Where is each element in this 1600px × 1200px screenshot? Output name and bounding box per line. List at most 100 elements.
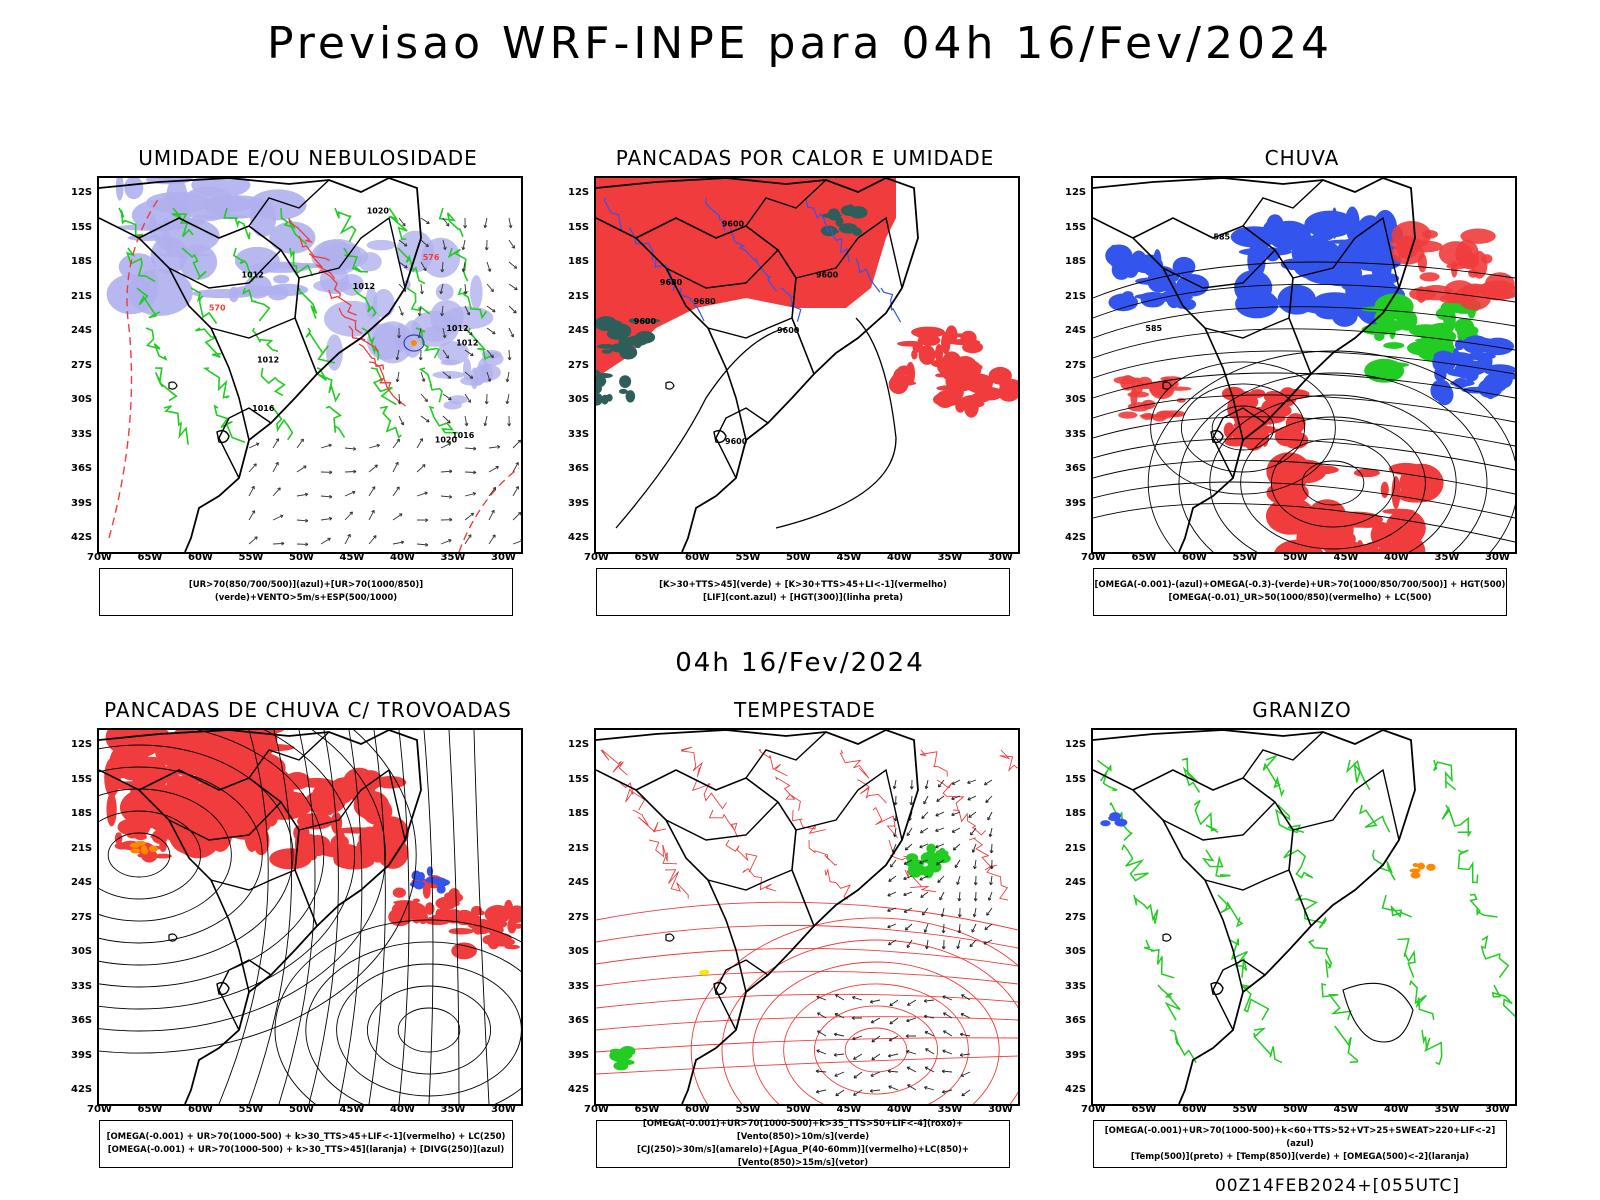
contour-label: 585: [1213, 233, 1230, 242]
latitude-label: 12S: [1065, 739, 1087, 750]
latitude-label: 36S: [1065, 1015, 1087, 1026]
latitude-label: 42S: [568, 1084, 590, 1095]
latitude-label: 39S: [1065, 1049, 1087, 1061]
longitude-label: 40W: [1384, 1104, 1409, 1115]
longitude-label: 35W: [1434, 552, 1460, 563]
contour-label: 1012: [446, 324, 468, 333]
latitude-label: 27S: [568, 359, 590, 371]
main-title: Previsao WRF-INPE para 04h 16/Fev/2024: [267, 18, 1333, 69]
panel-chuva: CHUVA 585 585 12S 15S 18S 21S 24S 27S 30S 33S 36S 39…: [1051, 146, 1523, 618]
latitude-label: 15S: [71, 773, 93, 785]
longitude-label: 65W: [137, 552, 163, 563]
panel-title: PANCADAS DE CHUVA C/ TROVOADAS: [104, 698, 512, 722]
contour-label: 9600: [725, 437, 748, 446]
map-graphic-pancadas_trovoadas: [99, 730, 521, 1104]
latitude-label: 39S: [71, 497, 93, 509]
panel-title: PANCADAS POR CALOR E UMIDADE: [615, 146, 995, 170]
contour-label: 1020: [435, 435, 458, 444]
longitude-label: 55W: [238, 552, 264, 563]
longitude-label: 30W: [988, 1104, 1013, 1115]
latitude-label: 33S: [71, 980, 93, 992]
forecast-time-subtitle: 04h 16/Fev/2024: [675, 648, 925, 678]
latitude-label: 15S: [1065, 773, 1087, 785]
latitude-label: 12S: [568, 739, 590, 750]
legend-line: [OMEGA(-0.001)-(azul)+OMEGA(-0.3)-(verde…: [1094, 580, 1506, 590]
longitude-label: 60W: [1182, 552, 1207, 563]
latitude-label: 12S: [71, 187, 93, 198]
latitude-label: 42S: [568, 532, 590, 543]
longitude-label: 65W: [1131, 552, 1157, 563]
latitude-label: 42S: [71, 532, 93, 543]
longitude-label: 50W: [289, 1104, 314, 1115]
panel-legend: [K>30+TTS>45](verde) + [K>30+TTS>45+LI<-…: [596, 568, 1010, 616]
longitude-label: 35W: [937, 1104, 963, 1115]
latitude-label: 36S: [71, 1015, 93, 1026]
longitude-label: 50W: [289, 552, 314, 563]
latitude-label: 42S: [1065, 532, 1087, 543]
longitude-label: 35W: [440, 1104, 466, 1115]
latitude-label: 30S: [71, 946, 93, 957]
latitude-label: 24S: [1065, 325, 1087, 336]
latitude-label: 24S: [1065, 877, 1087, 888]
latitude-label: 27S: [71, 911, 93, 923]
longitude-label: 50W: [1283, 1104, 1308, 1115]
longitude-label: 50W: [786, 1104, 811, 1115]
legend-line: [OMEGA(-0.001)+UR>70(1000-500)+k<60+TTS>…: [1104, 1125, 1496, 1149]
longitude-label: 55W: [735, 1104, 761, 1115]
map-graphic-umidade: 1012101210121012101210161016102010205765…: [99, 178, 521, 552]
map-umidade: 1012 1012 1012 1012 1012 1016 1016 1020 1020 576 5…: [97, 176, 523, 554]
longitude-label: 70W: [87, 552, 112, 563]
panel-title: GRANIZO: [1252, 698, 1352, 722]
latitude-label: 18S: [71, 256, 93, 267]
panel-legend: [OMEGA(-0.001)+UR>70(1000-500)+k>35_TTS>…: [596, 1119, 1010, 1168]
latitude-label: 33S: [568, 980, 590, 992]
latitude-label: 21S: [568, 842, 590, 854]
latitude-label: 42S: [71, 1084, 93, 1095]
longitude-label: 40W: [390, 552, 415, 563]
map-graphic-pancadas_calor: 9680 9680 9600 9600 9600 9600 9600: [596, 178, 1018, 552]
contour-label: 9600: [816, 270, 839, 279]
latitude-label: 24S: [71, 325, 93, 336]
latitude-label: 21S: [568, 290, 590, 302]
panel-granizo: GRANIZO 12S 15S 18S 21S 24S 27S 30S 33S 36S 39S 42S…: [1051, 698, 1523, 1170]
latitude-label: 24S: [568, 877, 590, 888]
latitude-label: 18S: [1065, 256, 1087, 267]
latitude-label: 27S: [1065, 359, 1087, 371]
panel-umidade: UMIDADE E/OU NEBULOSIDADE 1012 1012 1012 101…: [57, 146, 529, 618]
longitude-label: 55W: [735, 552, 761, 563]
contour-label: 576: [423, 253, 440, 262]
latitude-label: 39S: [568, 1049, 590, 1061]
latitude-label: 27S: [71, 359, 93, 371]
latitude-label: 36S: [1065, 463, 1087, 474]
contour-label: 1012: [456, 339, 478, 348]
longitude-label: 70W: [1081, 1104, 1106, 1115]
latitude-label: 15S: [568, 773, 590, 785]
latitude-label: 18S: [71, 808, 93, 819]
contour-label: 1020: [367, 206, 390, 215]
panel-title: TEMPESTADE: [734, 698, 876, 722]
map-pancadas_trovoadas: [97, 728, 523, 1106]
legend-line: [OMEGA(-0.01)_UR>50(1000/850)(vermelho) …: [1168, 593, 1432, 603]
latitude-label: 21S: [71, 842, 93, 854]
latitude-label: 36S: [71, 463, 93, 474]
latitude-label: 33S: [1065, 428, 1087, 440]
longitude-label: 60W: [685, 552, 710, 563]
latitude-label: 21S: [1065, 842, 1087, 854]
latitude-label: 21S: [71, 290, 93, 302]
legend-line: [OMEGA(-0.001)+UR>70(1000-500)+k>35_TTS>…: [642, 1119, 964, 1142]
panel-title: CHUVA: [1264, 146, 1340, 170]
longitude-label: 55W: [1232, 1104, 1258, 1115]
map-tempestade: [594, 728, 1020, 1106]
longitude-label: 40W: [1384, 552, 1409, 563]
contour-label: 9600: [722, 220, 745, 229]
latitude-label: 42S: [1065, 1084, 1087, 1095]
latitude-label: 30S: [1065, 946, 1087, 957]
longitude-label: 60W: [188, 1104, 213, 1115]
legend-line: [Temp(500)](preto) + [Temp(850)](verde) …: [1130, 1151, 1470, 1162]
longitude-label: 60W: [1182, 1104, 1207, 1115]
longitude-label: 70W: [584, 552, 609, 563]
latitude-label: 33S: [1065, 980, 1087, 992]
longitude-label: 70W: [1081, 552, 1106, 563]
longitude-label: 35W: [440, 552, 466, 563]
longitude-label: 45W: [339, 552, 365, 563]
